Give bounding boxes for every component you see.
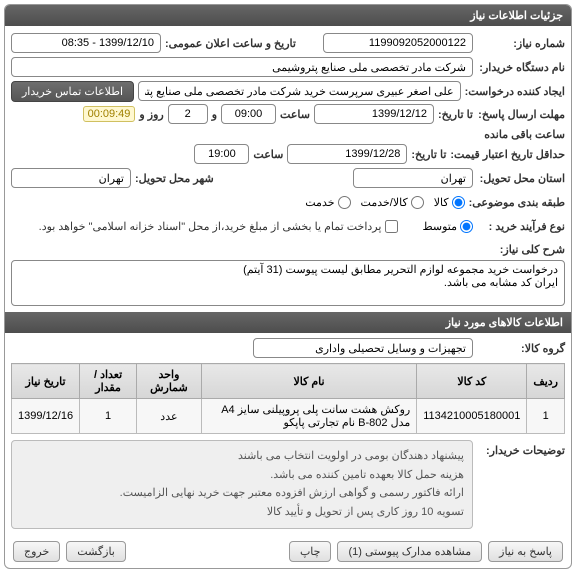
- partial-pay-note: پرداخت تمام یا بخشی از مبلغ خرید،از محل …: [39, 220, 382, 233]
- reply-date-field[interactable]: [314, 104, 434, 124]
- col-goods-name: نام کالا: [201, 364, 416, 399]
- goods-group-field[interactable]: [253, 338, 473, 358]
- label-until-date: تا تاریخ:: [438, 108, 473, 121]
- row-need-no: شماره نیاز: تاریخ و ساعت اعلان عمومی:: [11, 32, 565, 54]
- cell-idx: 1: [527, 399, 565, 434]
- goods-info-header: اطلاعات کالاهای مورد نیاز: [5, 312, 571, 333]
- goods-table: ردیف کد کالا نام کالا واحد شمارش تعداد /…: [11, 363, 565, 434]
- label-creator: ایجاد کننده درخواست:: [465, 85, 565, 98]
- city-field[interactable]: [11, 168, 131, 188]
- label-hours-remain: ساعت باقی مانده: [484, 128, 565, 141]
- label-hour-1: ساعت: [280, 108, 310, 121]
- radio-goods-service-label: کالا/خدمت: [361, 196, 408, 209]
- col-qty: تعداد / مقدار: [80, 364, 137, 399]
- label-and: و: [212, 108, 217, 121]
- need-info-panel: جزئیات اطلاعات نیاز شماره نیاز: تاریخ و …: [4, 4, 572, 569]
- row-buyer-org: نام دستگاه خریدار:: [11, 56, 565, 78]
- table-row: 1 1134210005180001 روکش هشت سانت پلی پرو…: [12, 399, 565, 434]
- exit-button[interactable]: خروج: [13, 541, 60, 562]
- row-process-type: نوع فرآیند خرید : متوسط پرداخت تمام یا ب…: [11, 215, 565, 237]
- announce-datetime-field[interactable]: [11, 33, 161, 53]
- label-goods-group: گروه کالا:: [477, 342, 565, 355]
- process-radio-group: متوسط: [422, 220, 473, 233]
- category-radio-group: کالا کالا/خدمت خدمت: [305, 196, 464, 209]
- footer-buttons: پاسخ به نیاز مشاهده مدارک پیوستی (1) چاپ…: [5, 535, 571, 568]
- cell-name: روکش هشت سانت پلی پروپیلنی سایز A4 مدل 8…: [201, 399, 416, 434]
- radio-goods-service[interactable]: کالا/خدمت: [361, 196, 424, 209]
- label-buyer-org: نام دستگاه خریدار:: [477, 61, 565, 74]
- print-button[interactable]: چاپ: [289, 541, 332, 562]
- label-delivery-province: استان محل تحویل:: [477, 172, 565, 185]
- creator-field[interactable]: [138, 81, 461, 101]
- buyer-notes-box: پیشنهاد دهندگان بومی در اولویت انتخاب می…: [11, 440, 473, 529]
- label-process-type: نوع فرآیند خرید :: [477, 220, 565, 233]
- radio-goods-service-input[interactable]: [411, 196, 424, 209]
- row-buyer-notes: توضیحات خریدار: پیشنهاد دهندگان بومی در …: [11, 440, 565, 529]
- row-price-validity: حداقل تاریخ اعتبار قیمت: تا تاریخ: ساعت: [11, 143, 565, 165]
- back-button[interactable]: بازگشت: [66, 541, 126, 562]
- table-header-row: ردیف کد کالا نام کالا واحد شمارش تعداد /…: [12, 364, 565, 399]
- time-remaining-badge: 00:09:49: [83, 106, 136, 122]
- label-reply-deadline: مهلت ارسال پاسخ:: [477, 108, 565, 121]
- label-price-validity: حداقل تاریخ اعتبار قیمت:: [450, 148, 565, 161]
- days-remain-field[interactable]: [168, 104, 208, 124]
- cell-unit: عدد: [137, 399, 202, 434]
- cell-code: 1134210005180001: [417, 399, 527, 434]
- price-validity-date-field[interactable]: [287, 144, 407, 164]
- label-until-date-2: تا تاریخ:: [411, 148, 446, 161]
- label-day: روز و: [139, 108, 163, 121]
- row-reply-deadline: مهلت ارسال پاسخ: تا تاریخ: ساعت و روز و …: [11, 104, 565, 141]
- radio-medium-label: متوسط: [422, 220, 457, 233]
- radio-medium[interactable]: متوسط: [422, 220, 473, 233]
- reply-hour-field[interactable]: [221, 104, 276, 124]
- radio-goods-input[interactable]: [452, 196, 465, 209]
- row-general-desc: شرح کلی نیاز:: [11, 239, 565, 306]
- label-announce-datetime: تاریخ و ساعت اعلان عمومی:: [165, 37, 296, 50]
- label-buyer-notes: توضیحات خریدار:: [477, 440, 565, 457]
- panel-title: جزئیات اطلاعات نیاز: [5, 5, 571, 26]
- need-no-field[interactable]: [323, 33, 473, 53]
- general-desc-textarea[interactable]: [11, 260, 565, 306]
- cell-qty: 1: [80, 399, 137, 434]
- label-hour-2: ساعت: [253, 148, 283, 161]
- radio-medium-input[interactable]: [460, 220, 473, 233]
- label-category: طبقه بندی موضوعی:: [469, 196, 565, 209]
- partial-pay-checkbox[interactable]: [385, 220, 398, 233]
- radio-service-input[interactable]: [338, 196, 351, 209]
- contact-buyer-button[interactable]: اطلاعات تماس خریدار: [11, 81, 134, 102]
- goods-table-body: 1 1134210005180001 روکش هشت سانت پلی پرو…: [12, 399, 565, 434]
- row-goods-group: گروه کالا:: [11, 337, 565, 359]
- radio-goods-label: کالا: [434, 196, 449, 209]
- buyer-org-field[interactable]: [11, 57, 473, 77]
- row-creator: ایجاد کننده درخواست: اطلاعات تماس خریدار: [11, 80, 565, 102]
- cell-date: 1399/12/16: [12, 399, 80, 434]
- col-goods-code: کد کالا: [417, 364, 527, 399]
- province-field[interactable]: [353, 168, 473, 188]
- panel-body: شماره نیاز: تاریخ و ساعت اعلان عمومی: نا…: [5, 26, 571, 535]
- label-general-desc: شرح کلی نیاز:: [477, 239, 565, 256]
- col-row-idx: ردیف: [527, 364, 565, 399]
- row-delivery-location: استان محل تحویل: شهر محل تحویل:: [11, 167, 565, 189]
- col-unit: واحد شمارش: [137, 364, 202, 399]
- label-delivery-city: شهر محل تحویل:: [135, 172, 214, 185]
- row-category: طبقه بندی موضوعی: کالا کالا/خدمت خدمت: [11, 191, 565, 213]
- price-validity-hour-field[interactable]: [194, 144, 249, 164]
- reply-need-button[interactable]: پاسخ به نیاز: [488, 541, 563, 562]
- label-need-no: شماره نیاز:: [477, 37, 565, 50]
- partial-pay-checkbox-line: پرداخت تمام یا بخشی از مبلغ خرید،از محل …: [39, 220, 399, 233]
- radio-service[interactable]: خدمت: [305, 196, 350, 209]
- view-attachments-button[interactable]: مشاهده مدارک پیوستی (1): [337, 541, 482, 562]
- radio-goods[interactable]: کالا: [434, 196, 465, 209]
- radio-service-label: خدمت: [305, 196, 334, 209]
- col-need-date: تاریخ نیاز: [12, 364, 80, 399]
